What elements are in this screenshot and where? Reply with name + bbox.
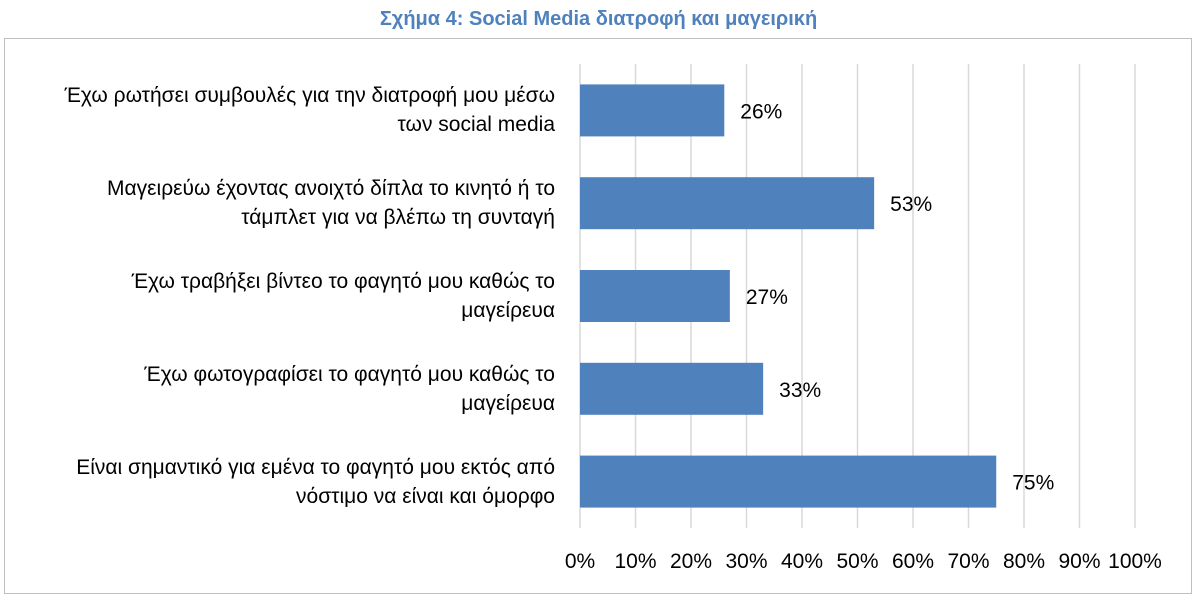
x-tick-label: 100% xyxy=(1108,550,1162,573)
x-tick-label: 0% xyxy=(565,550,595,573)
data-label: 33% xyxy=(779,379,821,402)
bar xyxy=(580,270,730,322)
bar xyxy=(580,84,725,137)
category-label-line: Έχω τραβήξει βίντεο το φαγητό μου καθώς … xyxy=(131,270,555,293)
x-tick-label: 50% xyxy=(836,550,878,573)
x-tick-label: 70% xyxy=(947,550,989,573)
x-tick-label: 40% xyxy=(781,550,823,573)
category-label: Είναι σημαντικό για εμένα το φαγητό μου … xyxy=(10,453,555,511)
x-tick-label: 80% xyxy=(1003,550,1045,573)
category-label: Έχω φωτογραφίσει το φαγητό μου καθώς το μ… xyxy=(10,360,555,418)
x-tick-label: 30% xyxy=(725,550,767,573)
data-label: 53% xyxy=(890,193,932,216)
chart-frame xyxy=(4,38,1192,594)
category-label-line: Μαγειρεύω έχοντας ανοιχτό δίπλα το κινητ… xyxy=(107,177,555,201)
data-label: 75% xyxy=(1012,472,1054,495)
category-label: Μαγειρεύω έχοντας ανοιχτό δίπλα το κινητ… xyxy=(10,174,555,232)
data-label: 27% xyxy=(746,286,788,309)
category-label: Έχω ρωτήσει συμβουλές για την διατροφή μ… xyxy=(10,81,555,139)
category-label-line: νόστιμο να είναι και όμορφο xyxy=(296,484,555,508)
category-label-line: Είναι σημαντικό για εμένα το φαγητό μου … xyxy=(76,455,555,479)
data-label: 26% xyxy=(740,100,782,123)
bar xyxy=(580,362,764,415)
category-label-line: Έχω φωτογραφίσει το φαγητό μου καθώς το xyxy=(144,362,555,386)
x-tick-label: 90% xyxy=(1058,550,1100,573)
chart-title: Σχήμα 4: Social Media διατροφή και μαγει… xyxy=(379,8,818,30)
category-label-line: τάμπλετ για να βλέπω τη συνταγή xyxy=(241,206,555,230)
x-tick-label: 10% xyxy=(614,550,656,573)
x-tick-label: 60% xyxy=(892,550,934,573)
x-tick-label: 20% xyxy=(670,550,712,573)
bar xyxy=(580,177,875,230)
category-label-line: των social media xyxy=(397,113,555,137)
category-label-line: Έχω ρωτήσει συμβουλές για την διατροφή μ… xyxy=(64,84,555,108)
category-label-line: μαγείρευα xyxy=(461,299,555,322)
category-label-line: μαγείρευα xyxy=(461,391,555,415)
category-label: Έχω τραβήξει βίντεο το φαγητό μου καθώς … xyxy=(10,267,555,325)
bar xyxy=(580,455,997,508)
